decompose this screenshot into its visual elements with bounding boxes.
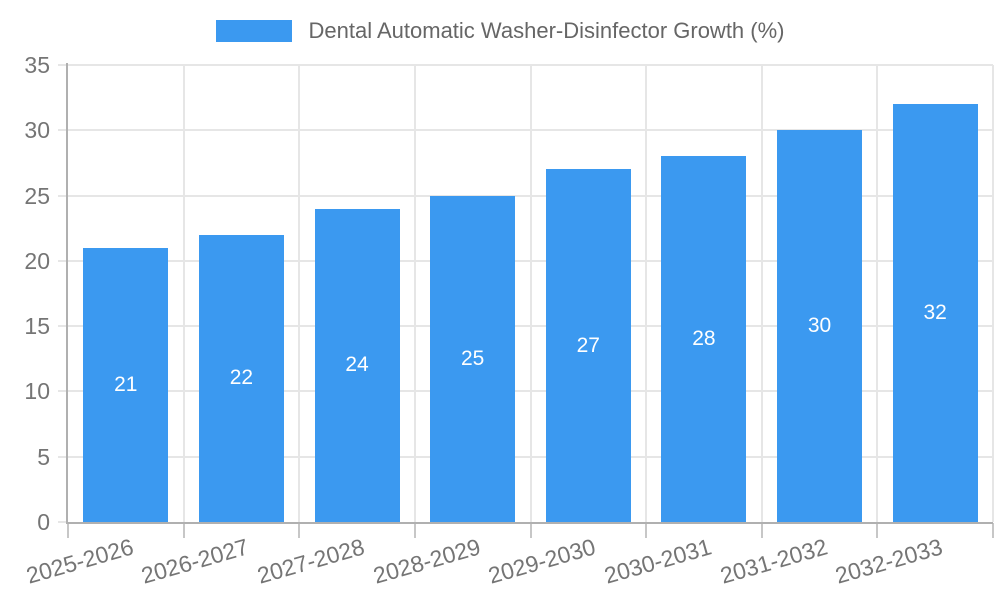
gridline-vertical <box>760 65 763 522</box>
y-axis-line <box>66 63 68 524</box>
bar-value-label: 24 <box>345 353 369 377</box>
x-tick-mark <box>182 523 185 538</box>
gridline-vertical <box>876 65 879 522</box>
x-tick-label: 2029-2030 <box>485 533 599 589</box>
bar-2032-2033[interactable]: 32 <box>892 104 978 522</box>
x-tick-label: 2030-2031 <box>601 533 715 589</box>
y-tick-label: 30 <box>24 117 50 144</box>
x-tick-mark <box>413 523 416 538</box>
legend-label[interactable]: Dental Automatic Washer-Disinfector Grow… <box>308 18 785 43</box>
x-tick-mark <box>992 523 994 538</box>
bar-2025-2026[interactable]: 21 <box>83 247 169 522</box>
bar-2031-2032[interactable]: 30 <box>777 130 863 522</box>
y-tick-mark <box>58 259 68 262</box>
y-tick-mark <box>58 455 68 458</box>
gridline-vertical <box>182 65 185 522</box>
x-tick-mark <box>760 523 763 538</box>
bar-2027-2028[interactable]: 24 <box>314 208 400 522</box>
x-tick-mark <box>876 523 879 538</box>
y-tick-label: 20 <box>24 247 50 274</box>
gridline-vertical <box>413 65 416 522</box>
y-tick-label: 15 <box>24 313 50 340</box>
gridline-vertical <box>645 65 648 522</box>
x-tick-mark <box>67 523 69 538</box>
y-tick-mark <box>58 390 68 393</box>
x-tick-label: 2028-2029 <box>370 533 483 589</box>
x-tick-label: 2032-2033 <box>832 533 946 589</box>
bar-value-label: 22 <box>229 366 254 390</box>
bar-value-label: 27 <box>576 333 600 357</box>
bar-2029-2030[interactable]: 27 <box>545 169 631 522</box>
y-tick-mark <box>58 129 68 132</box>
x-tick-label: 2031-2032 <box>716 533 830 589</box>
x-tick-mark <box>645 523 648 538</box>
chart-legend: Dental Automatic Washer-Disinfector Grow… <box>0 19 1000 43</box>
y-tick-mark <box>58 194 68 197</box>
x-tick-label: 2027-2028 <box>254 533 368 589</box>
bar-2028-2029[interactable]: 25 <box>430 195 516 522</box>
gridline-vertical <box>992 65 994 522</box>
x-tick-label: 2026-2027 <box>138 533 252 589</box>
x-axis-line <box>66 522 993 524</box>
bar-value-label: 21 <box>114 372 138 396</box>
legend-swatch[interactable] <box>215 20 292 42</box>
y-tick-label: 35 <box>24 52 50 78</box>
y-tick-label: 25 <box>24 182 50 209</box>
gridline-vertical <box>298 65 301 522</box>
y-tick-mark <box>58 64 68 66</box>
x-tick-mark <box>298 523 301 538</box>
x-tick-mark <box>529 523 532 538</box>
x-tick-label: 2025-2026 <box>23 533 137 589</box>
y-tick-mark <box>58 521 68 523</box>
bar-2030-2031[interactable]: 28 <box>661 156 747 522</box>
y-tick-label: 10 <box>24 378 50 405</box>
bar-value-label: 32 <box>923 301 947 325</box>
bar-value-label: 25 <box>461 346 485 370</box>
bar-2026-2027[interactable]: 22 <box>198 234 284 522</box>
gridline-vertical <box>529 65 532 522</box>
bar-value-label: 30 <box>807 314 832 338</box>
y-tick-mark <box>58 325 68 328</box>
y-tick-label: 5 <box>37 443 50 470</box>
bar-value-label: 28 <box>692 327 716 351</box>
y-tick-label: 0 <box>37 509 50 535</box>
